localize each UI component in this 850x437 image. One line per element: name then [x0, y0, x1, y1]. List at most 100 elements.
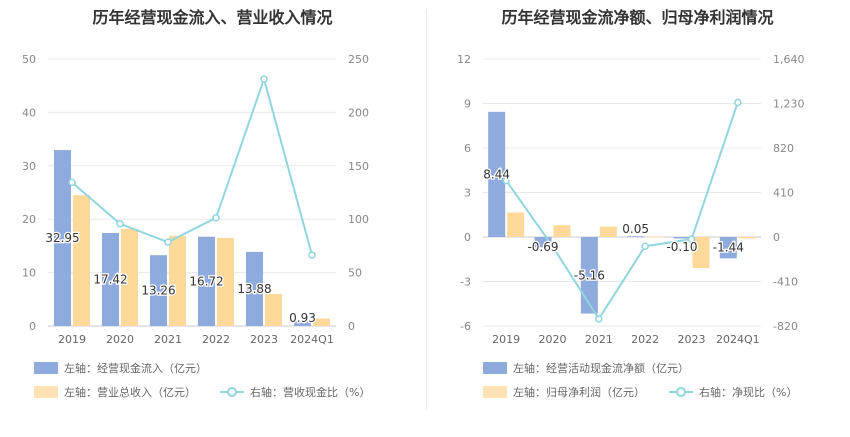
line-point — [212, 214, 220, 222]
y-right-tick-label: 820 — [773, 142, 794, 155]
y-left-tick-label: 6 — [464, 142, 471, 155]
chart-panel-left: 历年经营现金流入、营业收入情况 0 10 20 30 40 50 0 50 100 150 200 2… — [22, 8, 370, 400]
chart-title: 历年经营现金流入、营业收入情况 — [92, 8, 333, 27]
data-label: -5.16 — [574, 268, 605, 282]
line-point — [548, 242, 557, 250]
data-label: -0.69 — [527, 240, 558, 254]
bar-series-1 — [719, 237, 737, 259]
y-right-tick-label: 50 — [348, 267, 362, 280]
y-right-tick-label: 0 — [773, 231, 780, 244]
bar-series-2 — [738, 237, 756, 239]
legend-swatch — [34, 362, 58, 374]
y-left-tick-label: -3 — [460, 276, 471, 289]
legend-swatch — [483, 386, 507, 398]
data-label: 13.88 — [237, 282, 271, 296]
data-label: -1.44 — [713, 241, 744, 255]
panel-divider — [426, 10, 427, 410]
legend-label: 左轴：营业总收入（亿元） — [64, 386, 196, 399]
bar-series-1 — [246, 251, 263, 326]
legend-item[interactable]: 左轴：经营现金流入（亿元） — [34, 360, 207, 376]
x-tick-label: 2019 — [58, 333, 86, 346]
data-label: -0.10 — [666, 240, 697, 254]
legend-label: 左轴：归母净利润（亿元） — [513, 386, 645, 399]
line-point — [595, 315, 603, 323]
bar-series-1 — [102, 232, 119, 326]
bar-series-1 — [294, 321, 311, 326]
x-tick-label: 2024Q1 — [290, 333, 334, 346]
y-right-tick-label: -410 — [773, 276, 798, 289]
chart-plot-right: -6 -3 0 3 6 9 12 -820 -410 0 410 820 1,230 1,640 2019 2… — [457, 53, 805, 346]
x-tick-label: 2023 — [678, 333, 706, 346]
bar-series-2 — [265, 293, 282, 326]
x-tick-label: 2021 — [585, 333, 613, 346]
bar-series-2 — [217, 237, 234, 326]
line-point — [68, 178, 76, 187]
bar-series-2 — [646, 236, 664, 238]
bar-series-2 — [692, 237, 710, 269]
y-right-tick-label: 200 — [348, 106, 369, 119]
chart-panel-right: 历年经营现金流净额、归母净利润情况 -6 -3 0 3 6 9 12 -820 -410 0 410… — [425, 0, 850, 437]
legend-line-swatch — [220, 386, 244, 398]
legend-swatch — [483, 362, 507, 374]
x-tick-label: 2020 — [539, 333, 567, 346]
x-tick-label: 2022 — [631, 333, 659, 346]
x-tick-label: 2022 — [202, 333, 230, 346]
data-label: 17.42 — [93, 272, 127, 286]
bar-series-1 — [534, 237, 552, 248]
legend-item[interactable]: 右轴：营收现金比（%） — [220, 384, 370, 400]
legend-item[interactable]: 左轴：经营活动现金流净额（亿元） — [483, 360, 689, 376]
legend-label: 左轴：经营活动现金流净额（亿元） — [513, 362, 689, 375]
y-right-tick-label: 0 — [348, 320, 355, 333]
legend-item[interactable]: 左轴：归母净利润（亿元） — [483, 384, 645, 400]
y-left-tick-label: 30 — [22, 160, 36, 173]
line-point — [116, 220, 124, 228]
y-right-tick-label: 1,230 — [773, 98, 805, 111]
y-left-tick-label: 9 — [464, 98, 471, 111]
line-point — [502, 176, 510, 185]
bar-series-2 — [599, 226, 617, 237]
legend-line-swatch — [669, 386, 693, 398]
line-point — [164, 238, 172, 246]
line-series — [71, 75, 313, 256]
x-tick-label: 2023 — [250, 333, 278, 346]
data-label: 32.95 — [45, 231, 79, 245]
y-left-tick-label: 0 — [29, 320, 36, 333]
line-point — [734, 98, 742, 107]
data-label: 8.44 — [483, 167, 510, 181]
legend-label: 右轴：营收现金比（%） — [250, 386, 371, 399]
legend-item[interactable]: 左轴：营业总收入（亿元） — [34, 384, 196, 400]
data-label: 0.05 — [622, 222, 649, 236]
bar-series-1 — [54, 150, 71, 326]
bar-series-1 — [150, 255, 167, 326]
bar-series-2 — [507, 212, 525, 237]
bar-series-2 — [313, 318, 330, 326]
bar-series-1 — [488, 111, 506, 237]
y-right-tick-label: 410 — [773, 187, 794, 200]
legend-swatch — [34, 386, 58, 398]
data-label: 0.93 — [289, 311, 316, 325]
x-tick-label: 2024Q1 — [716, 333, 760, 346]
legend-label: 左轴：经营现金流入（亿元） — [64, 362, 207, 375]
bar-series-1 — [580, 237, 598, 314]
y-left-tick-label: 0 — [464, 231, 471, 244]
y-right-tick-label: 250 — [348, 53, 369, 66]
chart-plot-left: 0 10 20 30 40 50 0 50 100 150 200 250 2019 2020 2021 20… — [22, 53, 369, 346]
legend-label: 右轴：净现比（%） — [699, 386, 798, 399]
y-right-tick-label: 100 — [348, 213, 369, 226]
x-tick-label: 2021 — [154, 333, 182, 346]
x-tick-label: 2020 — [106, 333, 134, 346]
y-left-tick-label: 10 — [22, 267, 36, 280]
y-left-tick-label: 12 — [457, 53, 471, 66]
bar-series-2 — [169, 235, 186, 326]
y-right-tick-label: 1,640 — [773, 53, 805, 66]
x-tick-label: 2019 — [492, 333, 520, 346]
line-point — [687, 235, 696, 243]
bar-series-1 — [198, 236, 215, 326]
y-left-tick-label: 3 — [464, 187, 471, 200]
legend-item[interactable]: 右轴：净现比（%） — [669, 384, 797, 400]
y-left-tick-label: -6 — [460, 320, 471, 333]
line-point — [308, 251, 316, 259]
chart-title: 历年经营现金流净额、归母净利润情况 — [501, 8, 774, 27]
y-left-tick-label: 50 — [22, 53, 36, 66]
line-point — [641, 242, 649, 250]
